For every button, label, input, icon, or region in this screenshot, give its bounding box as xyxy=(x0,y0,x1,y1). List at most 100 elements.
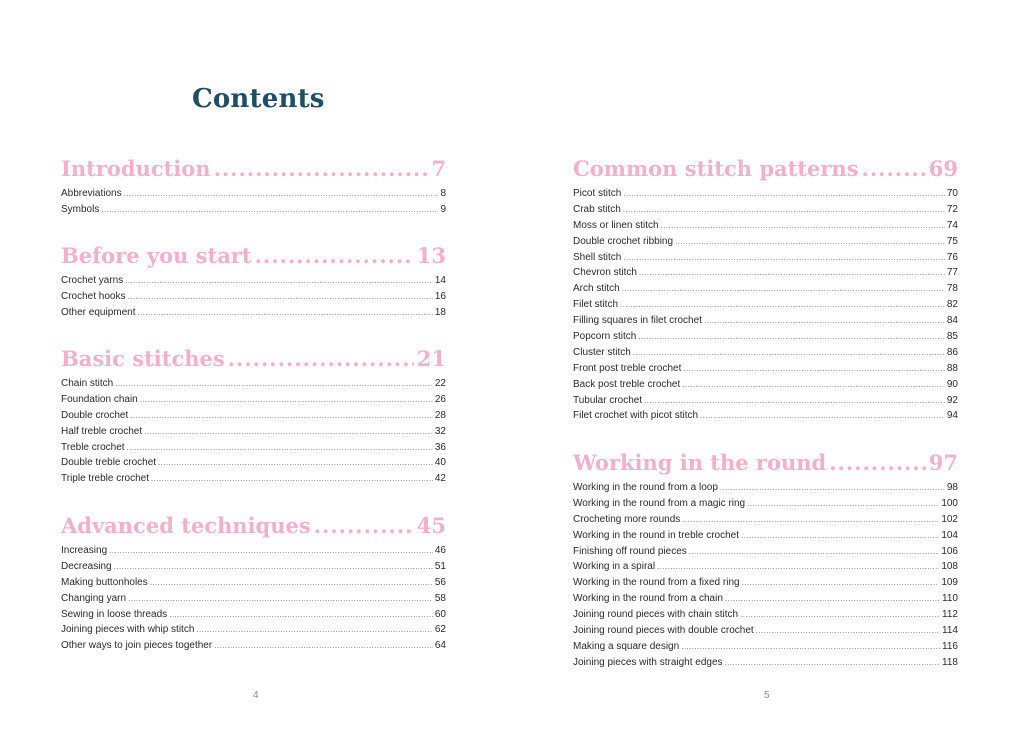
dot-leader xyxy=(704,316,945,325)
entry-label: Filet stitch xyxy=(573,299,619,311)
entry-page: 116 xyxy=(942,640,958,652)
entry-label: Joining pieces with straight edges xyxy=(573,656,723,668)
entry-label: Shell stitch xyxy=(573,251,622,263)
dot-leader xyxy=(639,268,945,277)
dot-leader xyxy=(101,205,438,214)
entry-label: Cluster stitch xyxy=(573,346,631,358)
section-page: 7 xyxy=(431,156,446,181)
section-page: 69 xyxy=(928,156,958,181)
toc-entry: Working in the round from a fixed ring 10… xyxy=(573,577,958,593)
toc-entry: Increasing 46 xyxy=(61,545,446,561)
dot-leader xyxy=(682,380,945,389)
entry-label: Other ways to join pieces together xyxy=(61,640,213,652)
entry-page: 88 xyxy=(946,362,958,374)
dot-leader xyxy=(740,610,940,619)
section-heading: Before you start 13 xyxy=(61,243,446,269)
toc-entry: Tubular crochet 92 xyxy=(573,395,958,411)
dot-leader xyxy=(128,594,433,603)
toc-entry: Other equipment 18 xyxy=(61,307,446,323)
entry-label: Moss or linen stitch xyxy=(573,219,659,231)
toc-entry: Double crochet 28 xyxy=(61,410,446,426)
entry-label: Finishing off round pieces xyxy=(573,545,687,557)
dot-leader xyxy=(741,531,939,540)
entry-label: Filet crochet with picot stitch xyxy=(573,410,699,422)
entry-page: 109 xyxy=(941,577,958,589)
dot-leader xyxy=(725,594,940,603)
entry-label: Foundation chain xyxy=(61,393,138,405)
entry-label: Crocheting more rounds xyxy=(573,513,681,525)
toc-entry: Crab stitch 72 xyxy=(573,204,958,220)
entry-label: Working in the round from a loop xyxy=(573,482,718,493)
toc-entry: Shell stitch 76 xyxy=(573,252,958,268)
toc-entry: Joining pieces with straight edges 118 xyxy=(573,657,958,673)
section-advanced-techniques: Advanced techniques 45 Increasing 46 Decr… xyxy=(61,513,446,656)
toc-entry: Working in the round in treble crochet 10… xyxy=(573,530,958,546)
dot-leader xyxy=(633,348,945,357)
entry-label: Back post treble crochet xyxy=(573,378,681,390)
toc-entry: Finishing off round pieces 106 xyxy=(573,546,958,562)
entry-page: 56 xyxy=(434,576,446,588)
entry-label: Filling squares in filet crochet xyxy=(573,315,702,327)
dot-leader xyxy=(682,515,939,524)
dot-leader xyxy=(644,396,945,405)
entry-label: Crab stitch xyxy=(573,203,621,215)
section-common-stitch-patterns: Common stitch patterns 69 Picot stitch 70… xyxy=(573,156,958,426)
entry-label: Working in the round in treble crochet xyxy=(573,529,740,541)
dot-leader xyxy=(158,458,433,467)
entry-page: 114 xyxy=(942,625,958,637)
toc-entry: Joining pieces with whip stitch 62 xyxy=(61,624,446,640)
entry-list: Working in the round from a loop 98 Worki… xyxy=(573,482,958,673)
entry-page: 82 xyxy=(946,299,958,311)
entry-label: Triple treble crochet xyxy=(61,473,149,485)
entry-page: 78 xyxy=(946,283,958,295)
dot-leader xyxy=(862,156,926,182)
dot-leader xyxy=(255,243,414,269)
entry-label: Popcorn stitch xyxy=(573,331,637,343)
toc-entry: Arch stitch 78 xyxy=(573,283,958,299)
entry-page: 92 xyxy=(946,394,958,406)
toc-entry: Working in a spiral 108 xyxy=(573,561,958,577)
page-number: 4 xyxy=(253,690,259,701)
section-title: Introduction xyxy=(61,156,211,181)
dot-leader xyxy=(228,346,414,372)
section-title: Common stitch patterns xyxy=(573,156,859,181)
toc-entry: Filet crochet with picot stitch 94 xyxy=(573,410,958,426)
entry-page: 86 xyxy=(946,346,958,358)
entry-page: 42 xyxy=(434,473,446,485)
entry-label: Making buttonholes xyxy=(61,576,148,588)
entry-page: 112 xyxy=(942,609,958,621)
section-heading: Introduction 7 xyxy=(61,156,446,182)
entry-page: 62 xyxy=(434,624,446,636)
entry-list: Increasing 46 Decreasing 51 Making buttonh… xyxy=(61,545,446,656)
dot-leader xyxy=(657,562,939,571)
entry-page: 28 xyxy=(434,409,446,421)
toc-entry: Cluster stitch 86 xyxy=(573,347,958,363)
entry-page: 58 xyxy=(434,592,446,604)
entry-label: Double crochet xyxy=(61,409,129,421)
section-page: 21 xyxy=(416,346,446,371)
entry-label: Chevron stitch xyxy=(573,267,637,279)
entry-label: Making a square design xyxy=(573,640,680,652)
section-heading: Advanced techniques 45 xyxy=(61,513,446,539)
dot-leader xyxy=(144,427,433,436)
dot-leader xyxy=(829,450,926,476)
entry-label: Joining round pieces with chain stitch xyxy=(573,609,739,621)
entry-page: 64 xyxy=(434,640,446,652)
entry-label: Crochet yarns xyxy=(61,275,124,286)
toc-entry: Chain stitch 22 xyxy=(61,378,446,394)
toc-entry: Other ways to join pieces together 64 xyxy=(61,640,446,656)
left-page: Contents Introduction 7 Abbreviations 8 S… xyxy=(0,0,512,729)
entry-page: 76 xyxy=(946,251,958,263)
toc-entry: Triple treble crochet 42 xyxy=(61,473,446,489)
dot-leader xyxy=(623,189,945,198)
toc-entry: Treble crochet 36 xyxy=(61,442,446,458)
toc-entry: Filet stitch 82 xyxy=(573,299,958,315)
toc-entry: Popcorn stitch 85 xyxy=(573,331,958,347)
entry-label: Arch stitch xyxy=(573,283,620,295)
entry-label: Front post treble crochet xyxy=(573,362,682,374)
entry-page: 77 xyxy=(946,267,958,279)
section-page: 97 xyxy=(928,450,958,475)
section-title: Basic stitches xyxy=(61,346,225,371)
toc-entry: Working in the round from a magic ring 10… xyxy=(573,498,958,514)
toc-entry: Crocheting more rounds 102 xyxy=(573,514,958,530)
